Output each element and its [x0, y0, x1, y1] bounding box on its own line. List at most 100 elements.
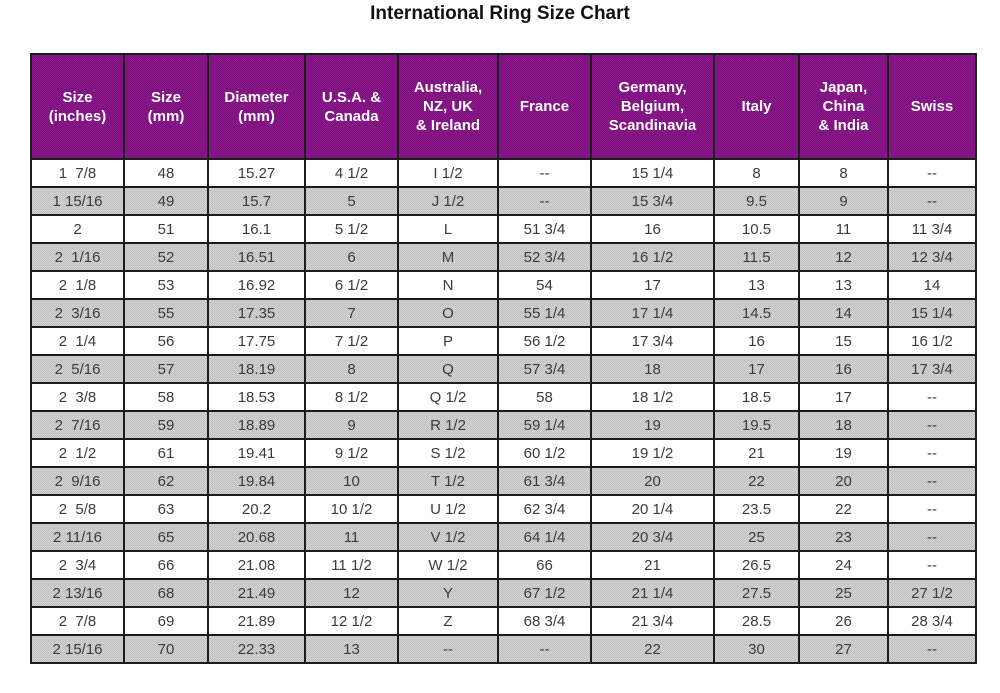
table-cell: 2 9/16 — [30, 466, 125, 496]
table-cell: 26 — [798, 606, 889, 636]
table-cell: 16 — [798, 354, 889, 384]
table-cell: 10.5 — [713, 214, 800, 244]
table-cell: 52 3/4 — [497, 242, 592, 272]
column-header: Australia, NZ, UK & Ireland — [397, 53, 499, 160]
table-cell: 21 1/4 — [590, 578, 715, 608]
table-cell: 13 — [713, 270, 800, 300]
table-cell: 61 3/4 — [497, 466, 592, 496]
table-cell: O — [397, 298, 499, 328]
table-cell: J 1/2 — [397, 186, 499, 216]
table-cell: -- — [887, 186, 977, 216]
table-cell: 12 — [798, 242, 889, 272]
table-cell: 2 — [30, 214, 125, 244]
table-cell: 8 — [713, 158, 800, 188]
table-cell: 58 — [497, 382, 592, 412]
table-row: 2 13/16 68 21.49 12 Y 67 1/2 21 1/4 27.5 25 27 1/… — [30, 578, 977, 608]
table-row: 1 15/16 49 15.7 5 J 1/2 -- 15 3/4 9.5 9 -- — [30, 186, 977, 216]
column-header: Diameter (mm) — [207, 53, 306, 160]
table-cell: 21 3/4 — [590, 606, 715, 636]
table-cell: -- — [397, 634, 499, 664]
table-row: 2 7/16 59 18.89 9 R 1/2 59 1/4 19 19.5 18 -- — [30, 410, 977, 440]
table-cell: N — [397, 270, 499, 300]
table-cell: 30 — [713, 634, 800, 664]
table-cell: M — [397, 242, 499, 272]
table-cell: 11 — [798, 214, 889, 244]
table-cell: 54 — [497, 270, 592, 300]
table-row: 2 3/4 66 21.08 11 1/2 W 1/2 66 21 26.5 24 -- — [30, 550, 977, 580]
table-cell: 2 1/16 — [30, 242, 125, 272]
table-cell: -- — [887, 382, 977, 412]
table-cell: 21.49 — [207, 578, 306, 608]
column-header: Japan, China & India — [798, 53, 889, 160]
table-cell: 2 1/8 — [30, 270, 125, 300]
table-row: 2 1/8 53 16.92 6 1/2 N 54 17 13 13 14 — [30, 270, 977, 300]
table-cell: 62 3/4 — [497, 494, 592, 524]
table-cell: 9.5 — [713, 186, 800, 216]
table-cell: 20 3/4 — [590, 522, 715, 552]
table-cell: 58 — [123, 382, 209, 412]
table-cell: 2 11/16 — [30, 522, 125, 552]
table-cell: 2 5/16 — [30, 354, 125, 384]
table-cell: 61 — [123, 438, 209, 468]
table-cell: 2 3/8 — [30, 382, 125, 412]
table-cell: T 1/2 — [397, 466, 499, 496]
table-cell: 15 1/4 — [590, 158, 715, 188]
table-cell: 48 — [123, 158, 209, 188]
table-cell: 67 1/2 — [497, 578, 592, 608]
table-cell: 49 — [123, 186, 209, 216]
table-cell: R 1/2 — [397, 410, 499, 440]
table-cell: -- — [887, 158, 977, 188]
ring-size-table: Size (inches) Size (mm) Diameter (mm) U.S.A… — [30, 53, 977, 664]
table-cell: Q 1/2 — [397, 382, 499, 412]
table-cell: 56 — [123, 326, 209, 356]
table-cell: 20 — [798, 466, 889, 496]
table-row: 2 7/8 69 21.89 12 1/2 Z 68 3/4 21 3/4 28.5 26 28 … — [30, 606, 977, 636]
table-cell: 11 — [304, 522, 399, 552]
table-cell: 14.5 — [713, 298, 800, 328]
table-cell: U 1/2 — [397, 494, 499, 524]
table-cell: 70 — [123, 634, 209, 664]
table-cell: L — [397, 214, 499, 244]
table-cell: 59 1/4 — [497, 410, 592, 440]
table-cell: 16 — [590, 214, 715, 244]
table-cell: 53 — [123, 270, 209, 300]
table-cell: 18.19 — [207, 354, 306, 384]
table-cell: 12 1/2 — [304, 606, 399, 636]
table-row: 2 9/16 62 19.84 10 T 1/2 61 3/4 20 22 20 -- — [30, 466, 977, 496]
table-cell: 18 1/2 — [590, 382, 715, 412]
table-cell: 13 — [304, 634, 399, 664]
table-row: 2 5/16 57 18.19 8 Q 57 3/4 18 17 16 17 3/4 — [30, 354, 977, 384]
column-header: Size (mm) — [123, 53, 209, 160]
table-cell: 22 — [590, 634, 715, 664]
table-cell: 17 3/4 — [590, 326, 715, 356]
table-cell: 9 — [798, 186, 889, 216]
table-cell: -- — [887, 410, 977, 440]
table-row: 2 51 16.1 5 1/2 L 51 3/4 16 10.5 11 11 3/4 — [30, 214, 977, 244]
table-cell: 20.2 — [207, 494, 306, 524]
table-cell: 2 15/16 — [30, 634, 125, 664]
table-cell: 19 — [798, 438, 889, 468]
table-cell: 15 1/4 — [887, 298, 977, 328]
table-cell: 1 15/16 — [30, 186, 125, 216]
table-cell: 69 — [123, 606, 209, 636]
table-cell: 57 — [123, 354, 209, 384]
table-cell: 11 1/2 — [304, 550, 399, 580]
table-cell: 22 — [713, 466, 800, 496]
table-row: 2 5/8 63 20.2 10 1/2 U 1/2 62 3/4 20 1/4 23.5 22… — [30, 494, 977, 524]
table-row: 1 7/8 48 15.27 4 1/2 I 1/2 -- 15 1/4 8 8 -- — [30, 158, 977, 188]
table-body: 1 7/8 48 15.27 4 1/2 I 1/2 -- 15 1/4 8 8 -- 1 15/1… — [30, 158, 977, 664]
table-cell: 21 — [590, 550, 715, 580]
table-cell: 55 — [123, 298, 209, 328]
table-cell: 22 — [798, 494, 889, 524]
table-cell: 13 — [798, 270, 889, 300]
table-cell: 16 1/2 — [590, 242, 715, 272]
table-cell: 20 1/4 — [590, 494, 715, 524]
table-cell: 8 1/2 — [304, 382, 399, 412]
table-cell: 51 3/4 — [497, 214, 592, 244]
table-cell: 19.5 — [713, 410, 800, 440]
table-cell: 17 — [798, 382, 889, 412]
table-cell: 57 3/4 — [497, 354, 592, 384]
table-cell: 25 — [798, 578, 889, 608]
table-cell: 19 — [590, 410, 715, 440]
table-cell: 18.89 — [207, 410, 306, 440]
